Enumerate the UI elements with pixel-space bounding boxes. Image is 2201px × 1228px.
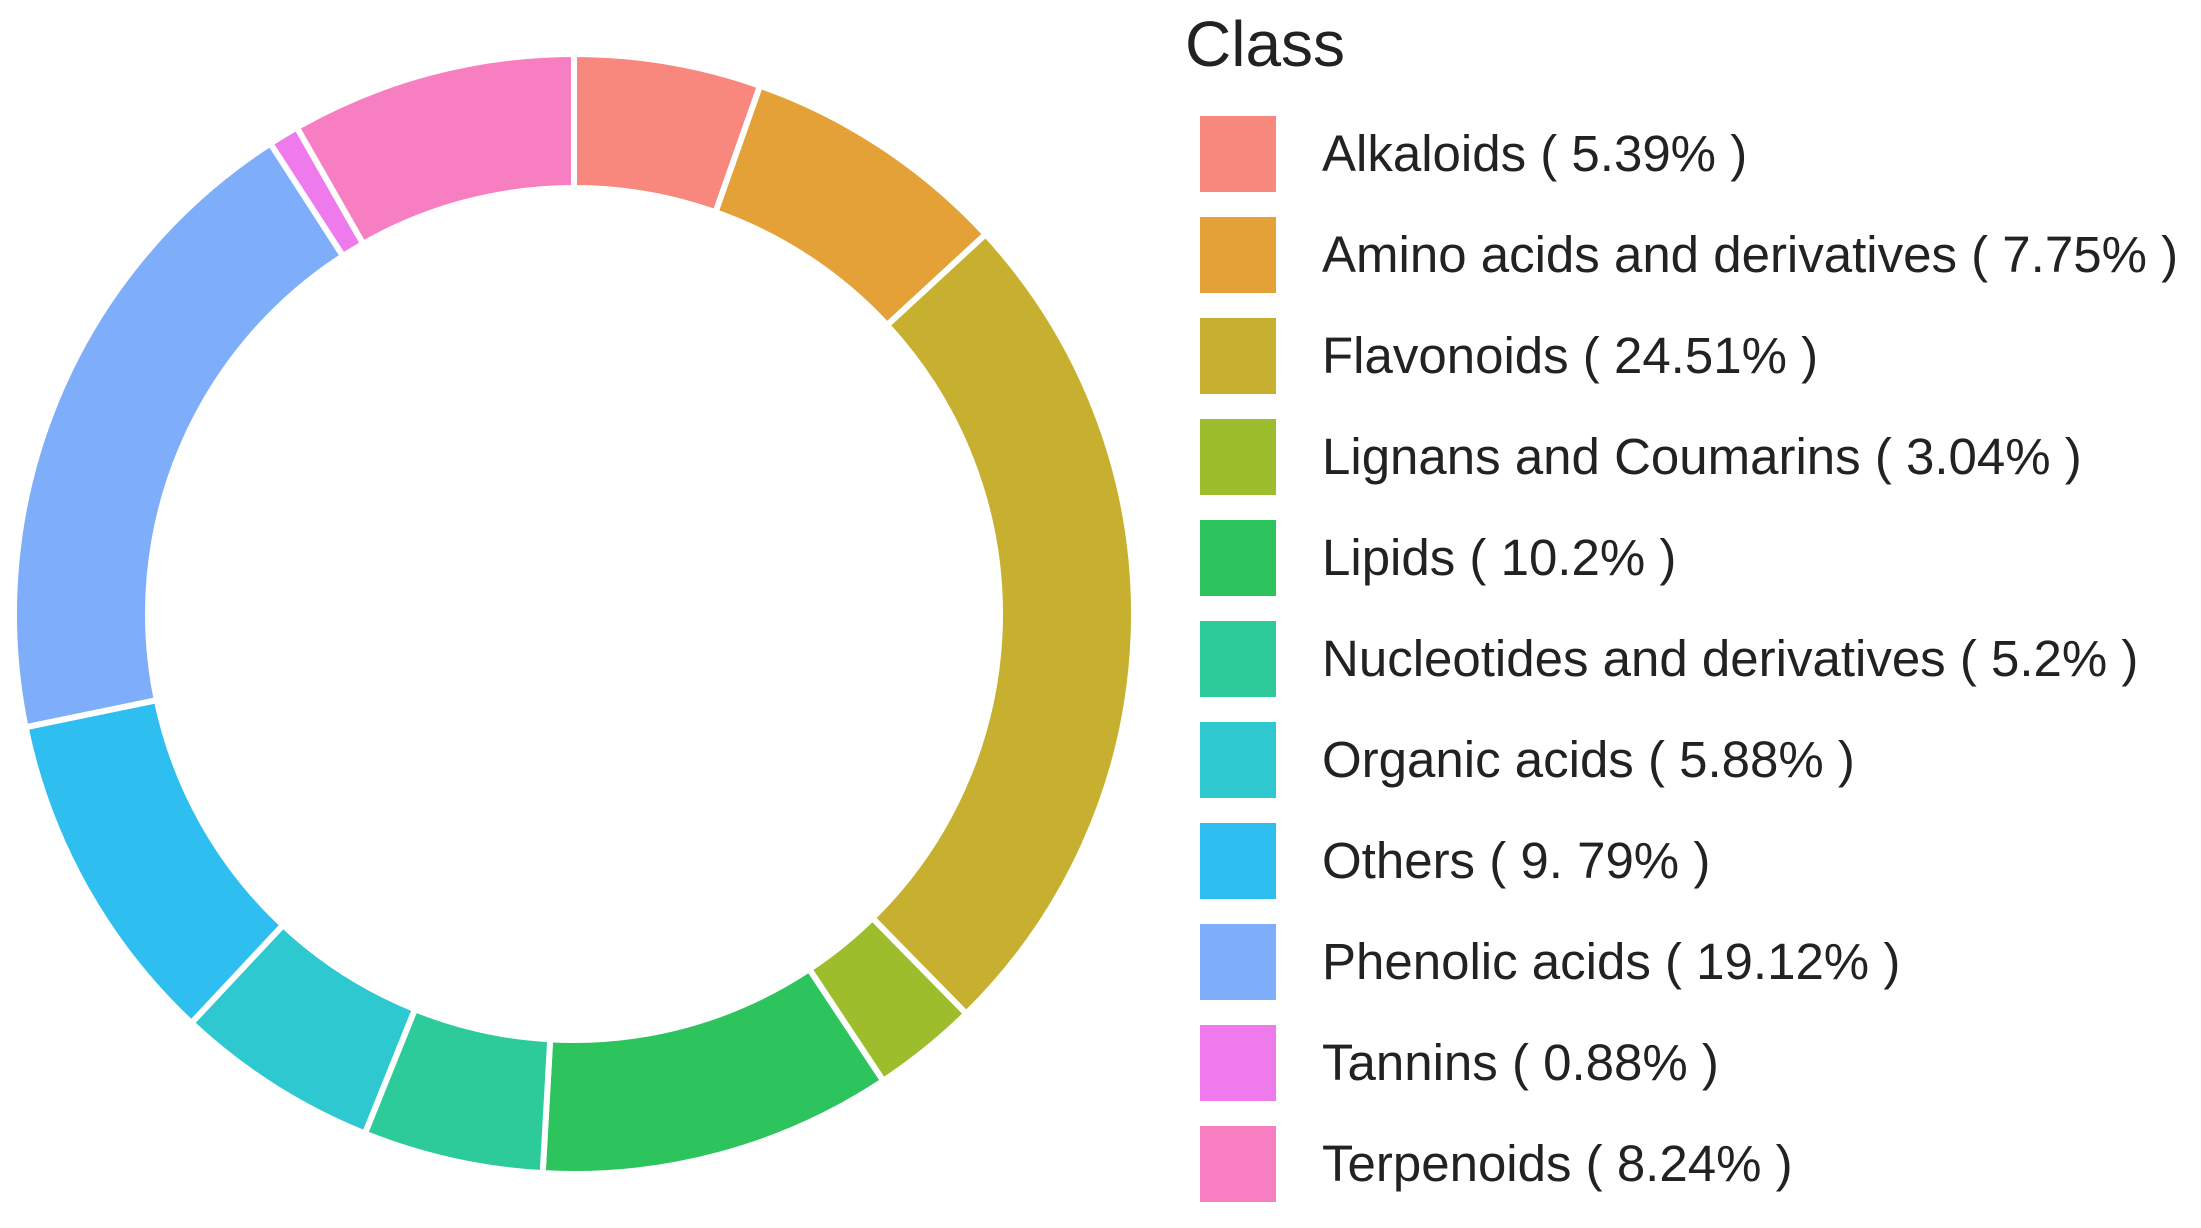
legend-swatch-lignans-coumarins <box>1200 419 1276 495</box>
legend-swatch-amino-acids <box>1200 217 1276 293</box>
legend-label-amino-acids: Amino acids and derivatives ( 7.75% ) <box>1322 226 2179 283</box>
legend-label-lignans-coumarins: Lignans and Coumarins ( 3.04% ) <box>1322 428 2082 485</box>
legend-swatch-organic-acids <box>1200 722 1276 798</box>
legend-item-phenolic-acids: Phenolic acids ( 19.12% ) <box>1200 922 1900 1002</box>
donut-chart <box>11 50 1137 1177</box>
legend-label-alkaloids: Alkaloids ( 5.39% ) <box>1322 125 1748 182</box>
legend-item-lignans-coumarins: Lignans and Coumarins ( 3.04% ) <box>1200 417 2082 497</box>
legend-title: Class <box>1185 8 1346 80</box>
legend-label-tannins: Tannins ( 0.88% ) <box>1322 1034 1719 1091</box>
legend-swatch-others <box>1200 823 1276 899</box>
legend-swatch-lipids <box>1200 520 1276 596</box>
legend-item-nucleotides: Nucleotides and derivatives ( 5.2% ) <box>1200 619 2138 699</box>
legend-item-tannins: Tannins ( 0.88% ) <box>1200 1023 1719 1103</box>
legend-item-organic-acids: Organic acids ( 5.88% ) <box>1200 720 1855 800</box>
legend-swatch-tannins <box>1200 1025 1276 1101</box>
legend-item-flavonoids: Flavonoids ( 24.51% ) <box>1200 316 1818 396</box>
donut-slice-flavonoids <box>868 230 1137 1018</box>
donut-slice-lipids <box>539 965 888 1177</box>
legend-label-others: Others ( 9. 79% ) <box>1322 832 1711 889</box>
legend-item-alkaloids: Alkaloids ( 5.39% ) <box>1200 114 1747 194</box>
legend-swatch-phenolic-acids <box>1200 924 1276 1000</box>
legend-label-phenolic-acids: Phenolic acids ( 19.12% ) <box>1322 933 1901 990</box>
legend-label-flavonoids: Flavonoids ( 24.51% ) <box>1322 327 1819 384</box>
legend-item-amino-acids: Amino acids and derivatives ( 7.75% ) <box>1200 215 2178 295</box>
legend-item-others: Others ( 9. 79% ) <box>1200 821 1710 901</box>
legend-item-lipids: Lipids ( 10.2% ) <box>1200 518 1676 598</box>
legend-label-terpenoids: Terpenoids ( 8.24% ) <box>1322 1135 1793 1192</box>
legend-swatch-flavonoids <box>1200 318 1276 394</box>
legend: Class Alkaloids ( 5.39% ) Amino acids an… <box>1185 0 2185 1228</box>
legend-swatch-nucleotides <box>1200 621 1276 697</box>
legend-label-nucleotides: Nucleotides and derivatives ( 5.2% ) <box>1322 630 2139 687</box>
legend-item-terpenoids: Terpenoids ( 8.24% ) <box>1200 1124 1793 1204</box>
donut-slice-phenolic-acids <box>11 139 348 731</box>
legend-swatch-terpenoids <box>1200 1126 1276 1202</box>
legend-label-lipids: Lipids ( 10.2% ) <box>1322 529 1677 586</box>
legend-label-organic-acids: Organic acids ( 5.88% ) <box>1322 731 1855 788</box>
legend-swatch-alkaloids <box>1200 116 1276 192</box>
donut-slice-terpenoids <box>292 50 577 248</box>
